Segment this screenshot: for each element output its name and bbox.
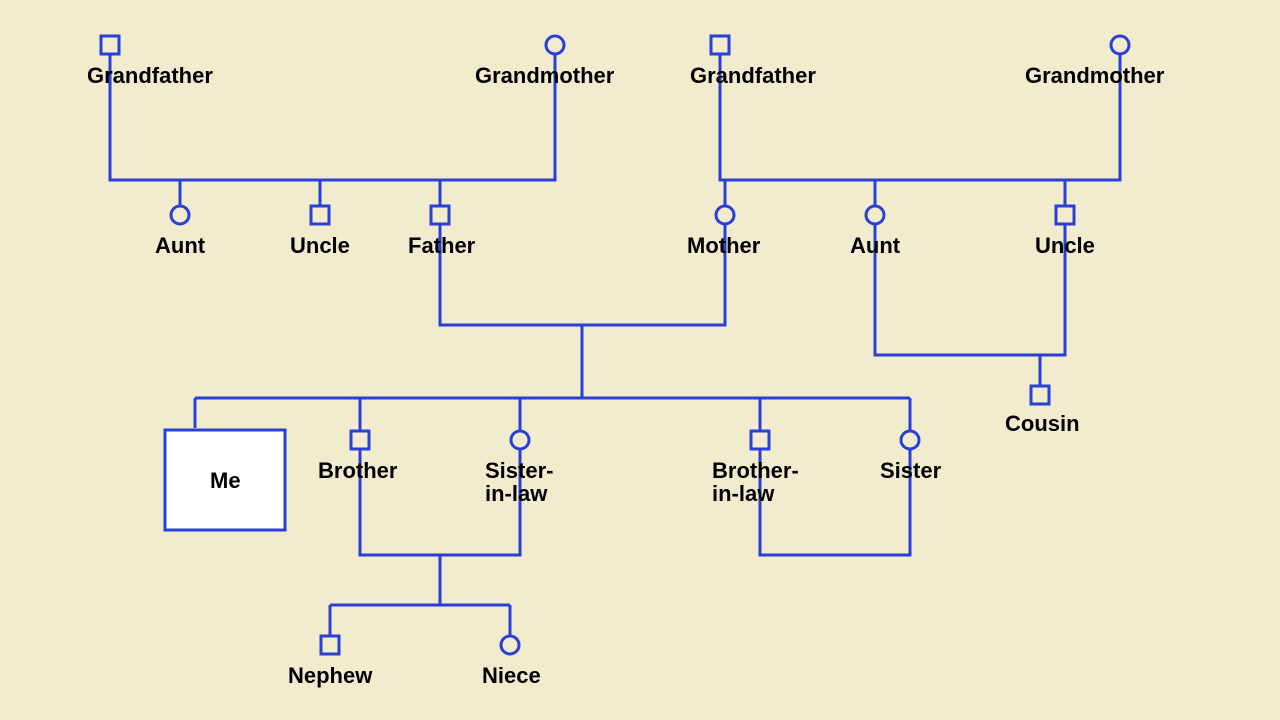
node-me: Me <box>165 430 285 530</box>
label-uncle-m: Uncle <box>1035 233 1095 258</box>
label-gf-m: Grandfather <box>690 63 816 88</box>
label-uncle-p: Uncle <box>290 233 350 258</box>
label-aunt-p: Aunt <box>155 233 206 258</box>
label-gf-p: Grandfather <box>87 63 213 88</box>
family-tree-diagram: Grandfather Grandmother Grandfather Grandmo… <box>0 0 1280 720</box>
label-cousin: Cousin <box>1005 411 1080 436</box>
label-sil: Sister-in-law <box>485 458 553 506</box>
label-aunt-m: Aunt <box>850 233 901 258</box>
label-sister: Sister <box>880 458 942 483</box>
label-gm-p: Grandmother <box>475 63 615 88</box>
label-mother: Mother <box>687 233 761 258</box>
label-niece: Niece <box>482 663 541 688</box>
label-father: Father <box>408 233 476 258</box>
label-me: Me <box>210 468 241 493</box>
label-gm-m: Grandmother <box>1025 63 1165 88</box>
label-nephew: Nephew <box>288 663 373 688</box>
label-brother: Brother <box>318 458 398 483</box>
